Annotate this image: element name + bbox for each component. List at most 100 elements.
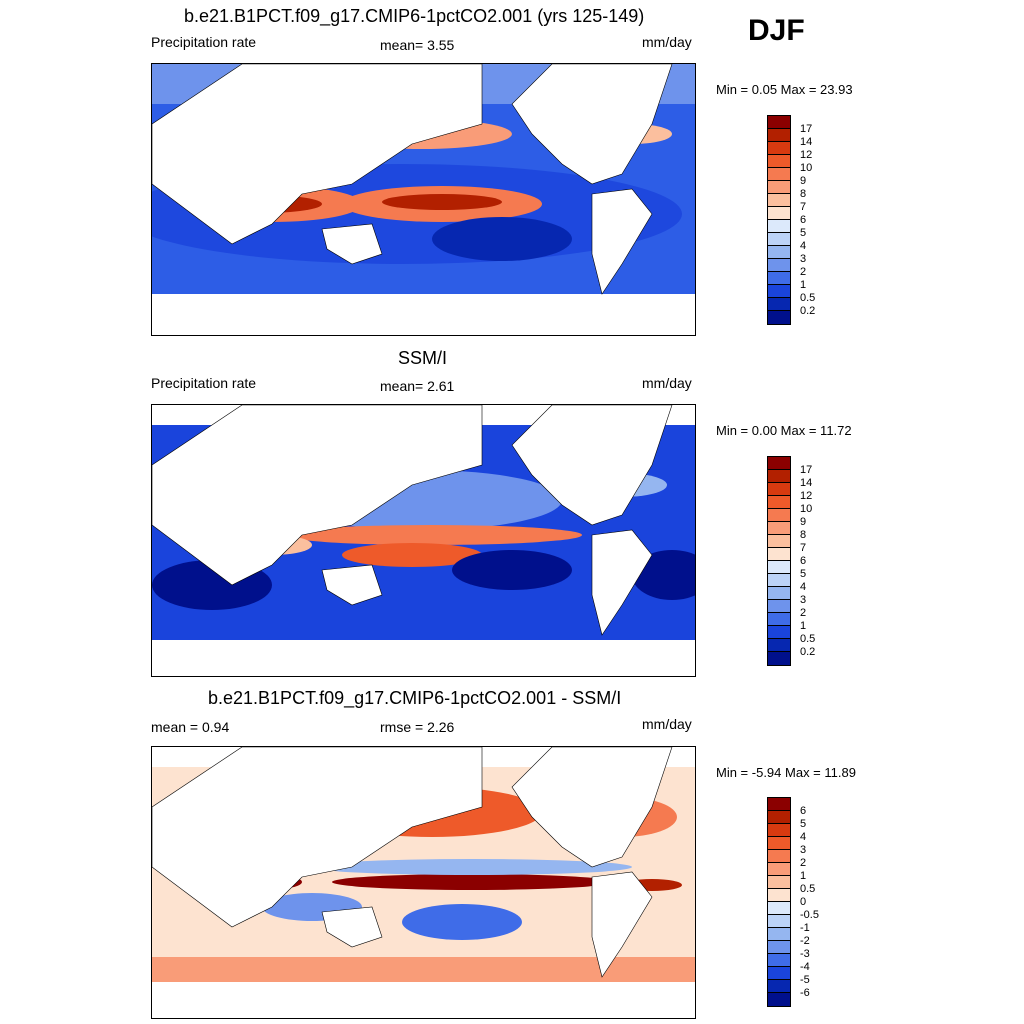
panel3-title: b.e21.B1PCT.f09_g17.CMIP6-1pctCO2.001 - … bbox=[208, 688, 622, 708]
panel2-cbar-swatch-8 bbox=[768, 561, 790, 574]
panel2-cbar-label: 7 bbox=[800, 542, 807, 554]
panel3-cbar-label: 0.5 bbox=[800, 883, 816, 895]
panel2-colorbar bbox=[767, 456, 791, 666]
panel2-cbar-swatch-12 bbox=[768, 613, 790, 626]
panel1-units: mm/day bbox=[642, 34, 692, 50]
panel3-cbar-swatch-3 bbox=[768, 837, 790, 850]
panel3-cbar-swatch-5 bbox=[768, 863, 790, 876]
panel2-cbar-label: 4 bbox=[800, 581, 807, 593]
panel2-cbar-label: 9 bbox=[800, 516, 807, 528]
panel1-cbar-swatch-14 bbox=[768, 298, 790, 311]
panel2-mean: mean= 2.61 bbox=[380, 378, 455, 394]
panel1-cbar-swatch-1 bbox=[768, 129, 790, 142]
panel2-cbar-swatch-14 bbox=[768, 639, 790, 652]
panel1-cbar-swatch-11 bbox=[768, 259, 790, 272]
panel3-cbar-label: 6 bbox=[800, 805, 807, 817]
panel3-cbar-label: 5 bbox=[800, 818, 807, 830]
panel3-cbar-swatch-6 bbox=[768, 876, 790, 889]
panel2-cbar-swatch-3 bbox=[768, 496, 790, 509]
panel1-cbar-label: 10 bbox=[800, 162, 813, 174]
panel3-cbar-swatch-9 bbox=[768, 915, 790, 928]
panel1-cbar-label: 12 bbox=[800, 149, 813, 161]
panel2-cbar-swatch-13 bbox=[768, 626, 790, 639]
panel3-cbar-swatch-2 bbox=[768, 824, 790, 837]
panel3-cbar-swatch-8 bbox=[768, 902, 790, 915]
panel3-cbar-swatch-7 bbox=[768, 889, 790, 902]
panel1-cbar-label: 0.5 bbox=[800, 292, 816, 304]
panel1-cbar-label: 0.2 bbox=[800, 305, 816, 317]
panel2-cbar-swatch-1 bbox=[768, 470, 790, 483]
panel1-title: b.e21.B1PCT.f09_g17.CMIP6-1pctCO2.001 (y… bbox=[184, 6, 645, 26]
panel3-cbar-label: -2 bbox=[800, 935, 810, 947]
panel1-cbar-label: 3 bbox=[800, 253, 807, 265]
panel3-cbar-label: 3 bbox=[800, 844, 807, 856]
panel1-map bbox=[151, 63, 696, 336]
panel3-cbar-swatch-15 bbox=[768, 993, 790, 1006]
panel2-cbar-swatch-10 bbox=[768, 587, 790, 600]
panel2-cbar-swatch-15 bbox=[768, 652, 790, 665]
panel1-cbar-swatch-7 bbox=[768, 207, 790, 220]
panel3-cbar-label: -5 bbox=[800, 974, 810, 986]
panel3-rmse: rmse = 2.26 bbox=[380, 719, 455, 735]
panel3-cbar-swatch-0 bbox=[768, 798, 790, 811]
panel2-cbar-swatch-6 bbox=[768, 535, 790, 548]
panel1-cbar-label: 8 bbox=[800, 188, 807, 200]
panel1-cbar-label: 1 bbox=[800, 279, 807, 291]
panel3-cbar-label: 1 bbox=[800, 870, 807, 882]
panel3-cbar-swatch-1 bbox=[768, 811, 790, 824]
panel1-mean: mean= 3.55 bbox=[380, 37, 455, 53]
panel2-title: SSM/I bbox=[398, 348, 448, 368]
panel2-cbar-label: 5 bbox=[800, 568, 807, 580]
panel3-cbar-label: -4 bbox=[800, 961, 810, 973]
panel2-cbar-label: 10 bbox=[800, 503, 813, 515]
panel2-cbar-swatch-5 bbox=[768, 522, 790, 535]
panel2-cbar-label: 0.5 bbox=[800, 633, 816, 645]
panel1-cbar-swatch-15 bbox=[768, 311, 790, 324]
panel1-cbar-label: 2 bbox=[800, 266, 807, 278]
panel2-cbar-label: 17 bbox=[800, 464, 813, 476]
panel1-cbar-swatch-3 bbox=[768, 155, 790, 168]
panel2-cbar-swatch-11 bbox=[768, 600, 790, 613]
panel2-map-field bbox=[152, 405, 695, 676]
panel1-colorbar bbox=[767, 115, 791, 325]
panel1-cbar-label: 7 bbox=[800, 201, 807, 213]
panel2-cbar-swatch-4 bbox=[768, 509, 790, 522]
panel1-cbar-swatch-2 bbox=[768, 142, 790, 155]
panel2-cbar-swatch-7 bbox=[768, 548, 790, 561]
panel1-map-field bbox=[152, 64, 695, 335]
panel3-cbar-label: -3 bbox=[800, 948, 810, 960]
panel1-cbar-swatch-6 bbox=[768, 194, 790, 207]
panel1-cbar-swatch-12 bbox=[768, 272, 790, 285]
panel3-minmax: Min = -5.94 Max = 11.89 bbox=[716, 765, 856, 780]
panel3-cbar-swatch-14 bbox=[768, 980, 790, 993]
panel1-cbar-label: 4 bbox=[800, 240, 807, 252]
panel3-cbar-swatch-4 bbox=[768, 850, 790, 863]
panel2-cbar-label: 14 bbox=[800, 477, 813, 489]
panel1-left-label: Precipitation rate bbox=[151, 34, 257, 50]
panel1-cbar-swatch-5 bbox=[768, 181, 790, 194]
panel1-cbar-label: 14 bbox=[800, 136, 813, 148]
panel3-map bbox=[151, 746, 696, 1019]
panel1-cbar-label: 17 bbox=[800, 123, 813, 135]
panel1-cbar-swatch-8 bbox=[768, 220, 790, 233]
panel1-cbar-label: 5 bbox=[800, 227, 807, 239]
panel1-cbar-swatch-4 bbox=[768, 168, 790, 181]
panel3-cbar-swatch-10 bbox=[768, 928, 790, 941]
panel2-minmax: Min = 0.00 Max = 11.72 bbox=[716, 423, 852, 438]
panel1-cbar-swatch-9 bbox=[768, 233, 790, 246]
panel3-cbar-label: 2 bbox=[800, 857, 807, 869]
panel3-cbar-label: -6 bbox=[800, 987, 810, 999]
panel1-cbar-swatch-13 bbox=[768, 285, 790, 298]
panel2-cbar-label: 2 bbox=[800, 607, 807, 619]
panel1-cbar-swatch-10 bbox=[768, 246, 790, 259]
panel2-cbar-label: 12 bbox=[800, 490, 813, 502]
panel3-map-field bbox=[152, 747, 695, 1018]
panel2-left-label: Precipitation rate bbox=[151, 375, 257, 391]
panel3-cbar-label: 0 bbox=[800, 896, 807, 908]
panel2-cbar-label: 0.2 bbox=[800, 646, 816, 658]
panel3-colorbar bbox=[767, 797, 791, 1007]
season-label: DJF bbox=[748, 14, 805, 47]
panel3-cbar-label: -0.5 bbox=[800, 909, 819, 921]
panel2-map bbox=[151, 404, 696, 677]
panel3-mean: mean = 0.94 bbox=[151, 719, 230, 735]
